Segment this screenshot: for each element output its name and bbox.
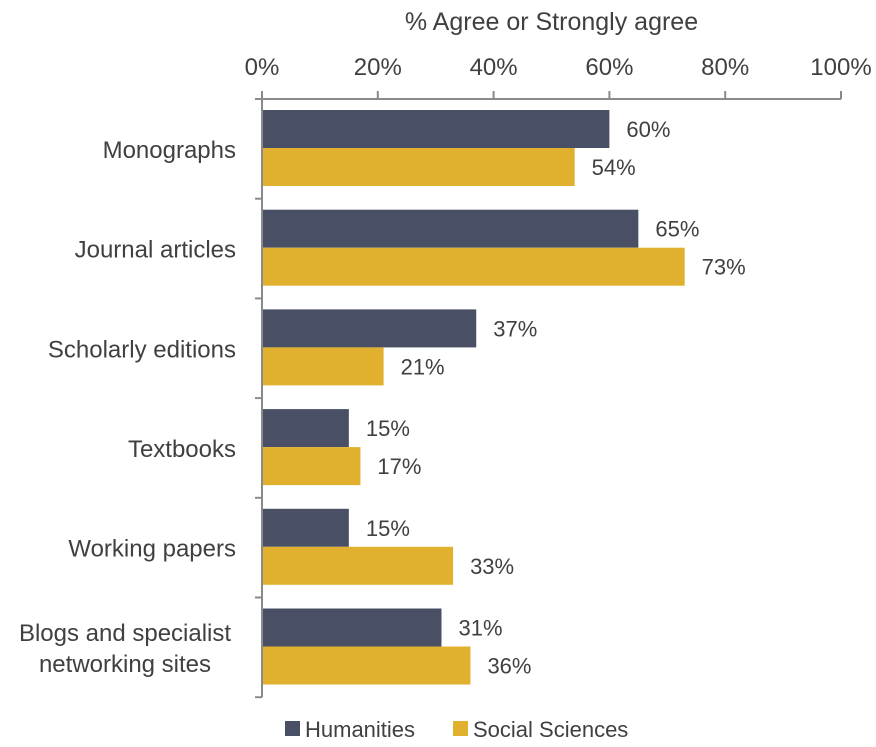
category-label: Monographs <box>103 137 236 164</box>
data-label: 60% <box>626 117 670 142</box>
bar-social-sciences <box>263 646 471 685</box>
y-axis: Monographs Journal articles Scholarly edit… <box>19 98 263 699</box>
data-label: 21% <box>401 354 445 379</box>
bar-humanities <box>263 409 349 448</box>
data-label: 31% <box>458 616 502 641</box>
legend-label: Social Sciences <box>473 717 628 742</box>
bar-humanities <box>263 209 639 248</box>
data-label: 17% <box>377 454 421 479</box>
bar-social-sciences <box>263 148 575 186</box>
data-label: 15% <box>366 416 410 441</box>
legend: Humanities Social Sciences <box>285 717 628 742</box>
bar-social-sciences <box>263 447 361 486</box>
legend-swatch <box>453 721 468 736</box>
data-label: 15% <box>366 516 410 541</box>
legend-swatch <box>285 721 300 736</box>
x-tick-label: 100% <box>810 54 871 81</box>
category-label: Journal articles <box>75 237 236 264</box>
x-tick-label: 20% <box>354 54 402 81</box>
x-axis: 0% 20% 40% 60% 80% 100% <box>245 54 872 100</box>
category-label: Textbooks <box>128 436 236 463</box>
category-label: Scholarly editions <box>48 336 236 363</box>
data-label: 37% <box>493 316 537 341</box>
bar-humanities <box>263 608 442 647</box>
bar-social-sciences <box>263 347 384 386</box>
x-tick-label: 80% <box>701 54 749 81</box>
bar-humanities <box>263 309 477 348</box>
category-label: Blogs and specialist networking sites <box>19 620 231 678</box>
bar-humanities <box>263 110 610 148</box>
legend-label: Humanities <box>305 717 415 742</box>
axis-title: % Agree or Strongly agree <box>405 8 698 36</box>
category-label: Working papers <box>68 536 236 563</box>
x-tick-label: 60% <box>585 54 633 81</box>
data-label: 73% <box>702 255 746 280</box>
data-label: 36% <box>487 654 531 679</box>
x-tick-label: 40% <box>470 54 518 81</box>
bar-social-sciences <box>263 247 685 286</box>
data-label: 65% <box>655 217 699 242</box>
x-tick-label: 0% <box>245 54 280 81</box>
data-label: 54% <box>592 155 636 180</box>
bar-social-sciences <box>263 546 454 585</box>
bar-humanities <box>263 508 349 547</box>
bars: 60% 65% 37% 15% 15% 31% 54% 73% 21% 17% 33% 36% <box>263 110 746 685</box>
data-label: 33% <box>470 554 514 579</box>
